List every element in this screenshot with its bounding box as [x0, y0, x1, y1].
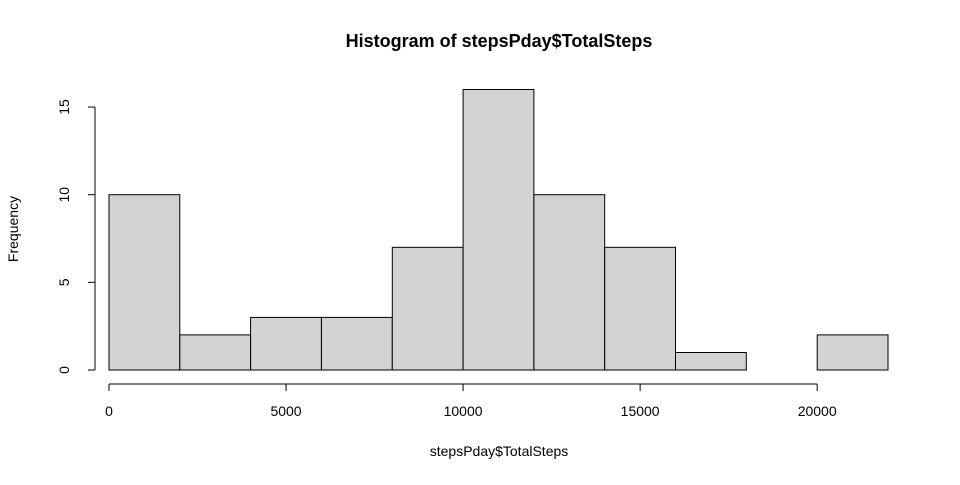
y-tick-label: 10 — [56, 187, 72, 203]
y-tick-label: 0 — [56, 366, 72, 374]
y-tick-label: 15 — [56, 99, 72, 115]
x-tick-label: 0 — [105, 403, 113, 419]
histogram-bar — [816, 334, 889, 371]
chart-title: Histogram of stepsPday$TotalSteps — [346, 31, 653, 51]
histogram-bar — [675, 352, 747, 371]
histogram-bar — [108, 194, 181, 371]
x-axis: 0 5000 10000 15000 20000 — [105, 383, 837, 419]
y-axis: 0 5 10 15 — [56, 99, 96, 374]
histogram-bar — [604, 246, 677, 371]
histogram-bar — [462, 89, 535, 371]
histogram-bar — [250, 316, 322, 371]
y-axis-title: Frequency — [5, 196, 21, 262]
histogram-bar — [533, 194, 606, 371]
y-tick-label: 5 — [56, 278, 72, 286]
x-tick-label: 10000 — [444, 403, 483, 419]
x-tick-label: 5000 — [270, 403, 301, 419]
x-tick-label: 15000 — [621, 403, 660, 419]
bars-layer — [108, 89, 889, 371]
histogram-bar — [179, 334, 252, 371]
histogram-bar — [391, 246, 464, 371]
x-tick-label: 20000 — [798, 403, 837, 419]
histogram-bar — [321, 316, 393, 371]
x-axis-title: stepsPday$TotalSteps — [430, 443, 569, 459]
